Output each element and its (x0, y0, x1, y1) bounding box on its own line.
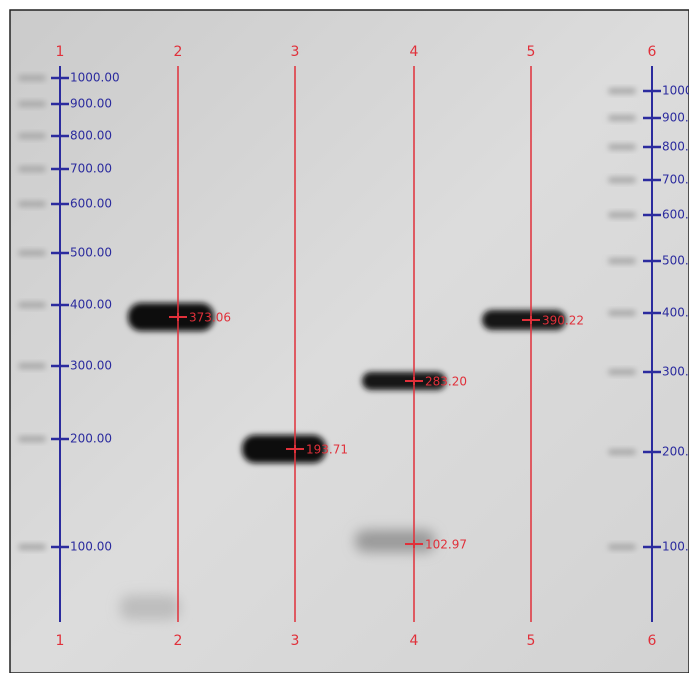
ladder-label: 300.00 (70, 359, 112, 373)
ladder-band (608, 144, 636, 150)
ladder-band (608, 177, 636, 183)
ladder-label: 800.00 (70, 129, 112, 143)
page: 1 1 2 2 373.06 3 3 193.71 4 4 283.20 102.97 5 5 390.22… (0, 0, 689, 673)
ladder-label: 900.00 (70, 97, 112, 111)
ladder-label: 600.00 (70, 197, 112, 211)
band-size: 390.22 (542, 314, 584, 328)
lane-number: 4 (410, 633, 419, 649)
ladder-band (18, 201, 46, 207)
ladder-label: 500.00 (70, 246, 112, 260)
lane-number: 3 (291, 44, 300, 60)
ladder-band (18, 544, 46, 550)
gel-view: 1 1 2 2 373.06 3 3 193.71 4 4 283.20 102.97 5 5 390.22… (0, 0, 689, 673)
ladder-label: 400.00 (70, 298, 112, 312)
ladder-band (608, 449, 636, 455)
ladder-band (608, 115, 636, 121)
ladder-band (18, 363, 46, 369)
lane-number: 6 (648, 44, 657, 60)
ladder-label: 500.00 (662, 254, 689, 268)
ladder-band (18, 436, 46, 442)
lane-number: 1 (56, 44, 65, 60)
ladder-band (18, 75, 46, 81)
band-faint (355, 530, 435, 552)
ladder-band (608, 212, 636, 218)
ladder-band (18, 101, 46, 107)
ladder-label: 100.00 (70, 540, 112, 554)
ladder-label: 200.00 (662, 445, 689, 459)
lane-number: 2 (174, 633, 183, 649)
lane-number: 6 (648, 633, 657, 649)
ladder-band (608, 544, 636, 550)
ladder-label: 400.00 (662, 306, 689, 320)
ladder-band (608, 369, 636, 375)
lane-number: 5 (527, 633, 536, 649)
ladder-label: 100.00 (662, 540, 689, 554)
lane-number: 1 (56, 633, 65, 649)
band-size: 283.20 (425, 375, 467, 389)
ladder-label: 300.00 (662, 365, 689, 379)
ladder-band (18, 302, 46, 308)
ladder-band (608, 310, 636, 316)
smear (120, 595, 180, 620)
ladder-band (608, 258, 636, 264)
lane-number: 3 (291, 633, 300, 649)
ladder-band (608, 88, 636, 94)
lane-number: 4 (410, 44, 419, 60)
ladder-label: 900.00 (662, 111, 689, 125)
ladder-label: 800.00 (662, 140, 689, 154)
ladder-label: 200.00 (70, 432, 112, 446)
band-size: 373.06 (189, 311, 231, 325)
ladder-label: 1000.00 (70, 71, 120, 85)
ladder-label: 600.00 (662, 208, 689, 222)
ladder-label: 700.00 (70, 162, 112, 176)
band-size: 193.71 (306, 443, 348, 457)
band-size: 102.97 (425, 538, 467, 552)
ladder-label: 700.00 (662, 173, 689, 187)
lane-number: 2 (174, 44, 183, 60)
ladder-band (18, 133, 46, 139)
ladder-band (18, 250, 46, 256)
lane-number: 5 (527, 44, 536, 60)
ladder-label: 1000.00 (662, 84, 689, 98)
ladder-band (18, 166, 46, 172)
